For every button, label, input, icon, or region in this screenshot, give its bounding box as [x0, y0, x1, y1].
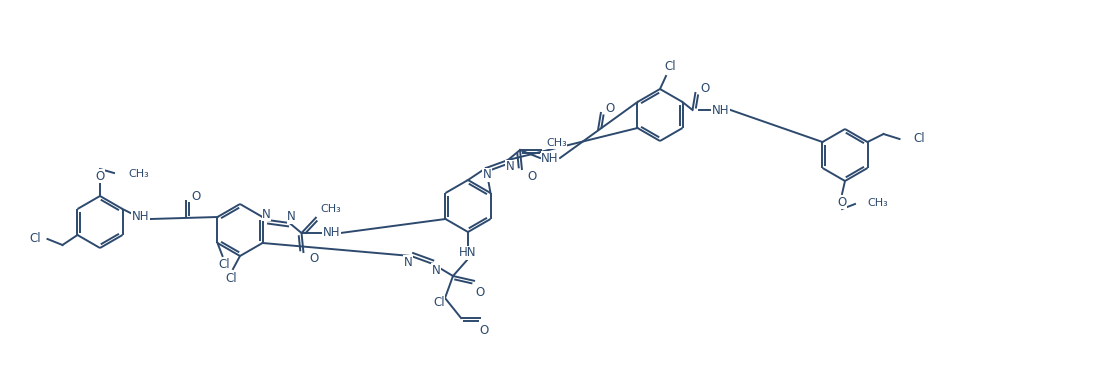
Text: O: O: [700, 82, 709, 94]
Text: CH₃: CH₃: [867, 198, 887, 208]
Text: O: O: [95, 170, 104, 182]
Text: O: O: [309, 253, 318, 265]
Text: Cl: Cl: [218, 259, 230, 271]
Text: N: N: [506, 161, 514, 173]
Text: Cl: Cl: [225, 271, 237, 285]
Text: Cl: Cl: [30, 232, 42, 244]
Text: CH₃: CH₃: [128, 169, 149, 179]
Text: NH: NH: [132, 209, 149, 223]
Text: Cl: Cl: [664, 61, 676, 73]
Text: NH: NH: [541, 152, 558, 165]
Text: O: O: [479, 323, 488, 337]
Text: NH: NH: [323, 226, 340, 240]
Text: N: N: [431, 264, 440, 276]
Text: N: N: [404, 256, 412, 268]
Text: O: O: [606, 102, 614, 115]
Text: CH₃: CH₃: [320, 204, 341, 214]
Text: O: O: [475, 287, 485, 300]
Text: CH₃: CH₃: [546, 138, 567, 148]
Text: Cl: Cl: [433, 296, 444, 308]
Text: Cl: Cl: [914, 132, 925, 146]
Text: O: O: [528, 170, 536, 182]
Text: NH: NH: [712, 103, 730, 117]
Text: N: N: [287, 211, 296, 223]
Text: O: O: [191, 190, 201, 203]
Text: O: O: [837, 196, 847, 209]
Text: N: N: [483, 168, 491, 182]
Text: N: N: [262, 208, 271, 220]
Text: HN: HN: [460, 247, 477, 259]
